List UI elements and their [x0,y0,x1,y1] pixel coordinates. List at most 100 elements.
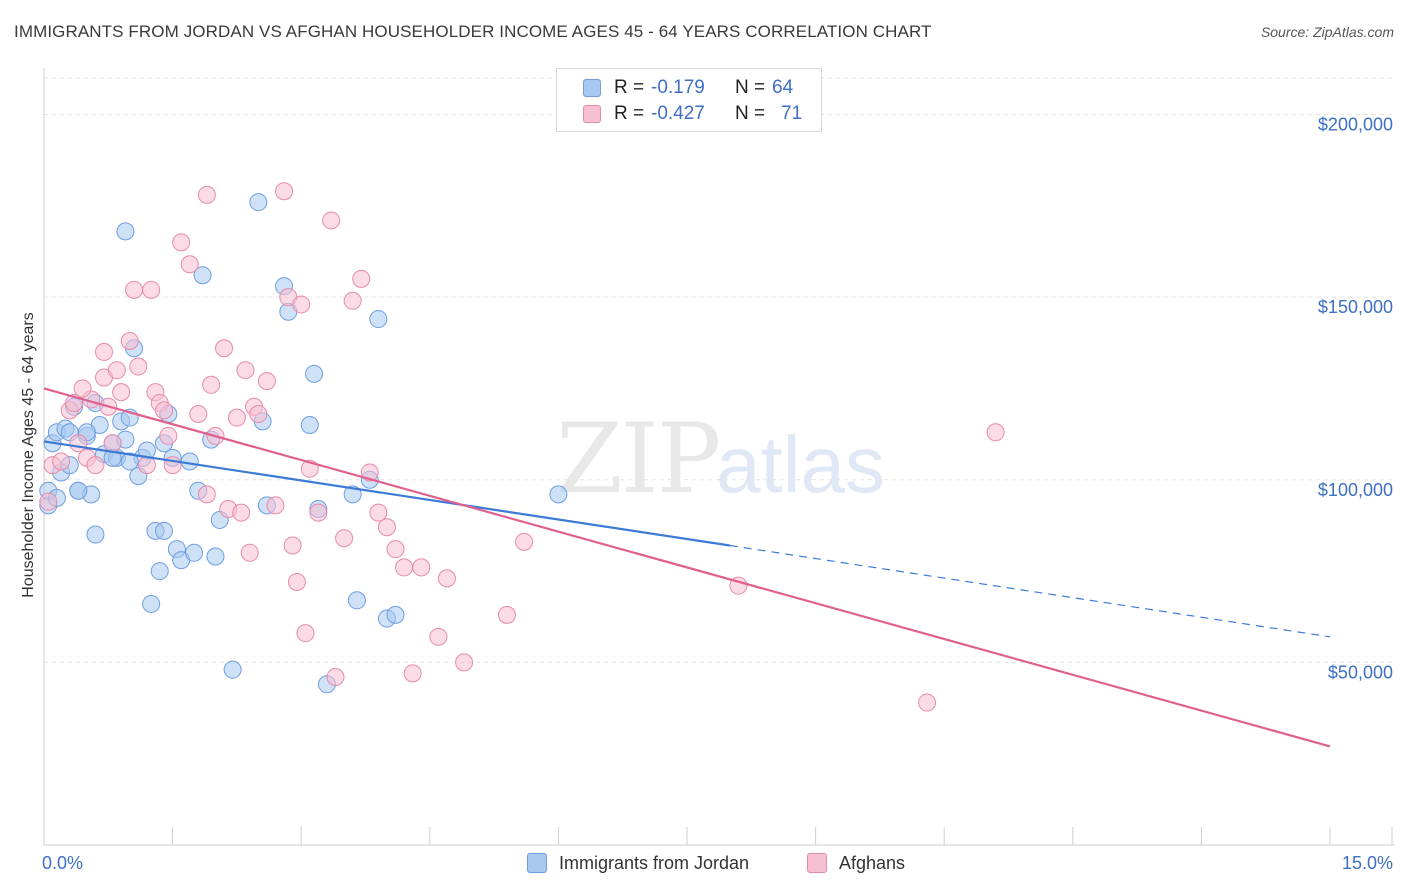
data-point-afghan [159,426,178,445]
watermark-atlas: atlas [716,420,885,509]
x-tick-label: 0.0% [42,853,83,873]
data-point-afghan [240,543,259,562]
data-point-jordan [120,452,139,471]
data-point-afghan [129,357,148,376]
data-point-afghan [497,605,516,624]
tick-labels: $50,000 $100,000 $150,000 $200,000 0.0% 15.0% [42,115,1393,873]
data-point-afghan [292,295,311,314]
data-point-jordan [193,266,212,285]
stats-n-label: N = [735,77,766,98]
y-tick-label: $200,000 [1318,115,1393,135]
x-tick-label: 15.0% [1342,853,1393,873]
data-point-afghan [215,339,234,358]
data-point-jordan [300,415,319,434]
data-point-afghan [287,573,306,592]
data-point-afghan [180,255,199,274]
data-point-afghan [227,408,246,427]
data-point-afghan [309,503,328,522]
watermark: ZIP atlas [556,403,885,515]
data-point-jordan [223,660,242,679]
stats-r-label: R = [614,103,645,124]
data-point-afghan [326,667,345,686]
axes [43,68,1395,846]
legend-label-jordan: Immigrants from Jordan [559,853,750,873]
stats-swatch-jordan [583,79,601,97]
data-point-afghan [120,331,139,350]
data-point-afghan [189,405,208,424]
data-point-afghan [202,375,221,394]
data-point-afghan [986,423,1005,442]
data-point-jordan [249,193,268,212]
stats-n-label: N = [735,103,766,124]
legend-swatch-jordan [527,853,547,873]
y-axis-title: Householder Income Ages 45 - 64 years [20,312,37,598]
stats-swatch-afghan [583,105,601,123]
data-point-afghan [412,558,431,577]
trend-lines [43,387,1331,748]
data-point-afghan [515,532,534,551]
data-point-afghan [142,280,161,299]
data-point-afghan [296,624,315,643]
data-point-afghan [112,383,131,402]
data-point-jordan [116,222,135,241]
legend-label-afghan: Afghans [839,853,906,873]
data-point-afghan [249,405,268,424]
data-point-afghan [918,693,937,712]
data-point-afghan [86,456,105,475]
data-point-afghan [429,627,448,646]
data-point-afghan [172,233,191,252]
stats-n-value: 71 [781,103,803,124]
data-point-afghan [322,211,341,230]
data-point-afghan [197,185,216,204]
data-point-afghan [73,379,92,398]
data-point-afghan [197,485,216,504]
data-point-afghan [360,463,379,482]
stats-r-value: -0.179 [651,77,705,98]
data-point-afghan [437,569,456,588]
data-point-jordan [150,562,169,581]
data-point-afghan [232,503,251,522]
data-point-afghan [236,361,255,380]
stats-r-value: -0.427 [651,103,705,124]
data-point-jordan [347,591,366,610]
data-point-afghan [343,291,362,310]
data-point-afghan [275,182,294,201]
stats-row-jordan: R = -0.179 N = 64 [557,75,821,101]
data-point-jordan [549,485,568,504]
watermark-zip: ZIP [556,403,719,515]
legend-swatch-afghan [807,853,827,873]
data-point-afghan [39,492,58,511]
chart-title: IMMIGRANTS FROM JORDAN VS AFGHAN HOUSEHO… [14,22,932,41]
data-point-afghan [95,342,114,361]
stats-row-afghan: R = -0.427 N = 71 [557,101,821,127]
trend-line-afghan [43,387,1331,748]
trend-line-extension-jordan [729,544,1331,638]
data-point-afghan [395,558,414,577]
data-point-afghan [103,434,122,453]
data-point-jordan [185,543,204,562]
data-point-jordan [343,485,362,504]
legend: Immigrants from Jordan Afghans [0,850,1406,878]
data-point-jordan [69,481,88,500]
stats-n-value: 64 [772,77,794,98]
data-point-afghan [283,536,302,555]
data-point-jordan [386,605,405,624]
data-point-jordan [206,547,225,566]
data-point-jordan [142,594,161,613]
data-point-afghan [266,496,285,515]
data-point-afghan [455,653,474,672]
data-point-jordan [305,364,324,383]
data-point-afghan [69,434,88,453]
data-point-afghan [137,456,156,475]
series-afghan-points [39,182,1005,712]
data-point-afghan [257,372,276,391]
data-point-afghan [352,269,371,288]
data-point-afghan [52,452,71,471]
data-point-jordan [86,525,105,544]
data-point-jordan [155,521,174,540]
data-point-afghan [403,664,422,683]
y-tick-label: $50,000 [1328,662,1393,682]
data-point-afghan [107,361,126,380]
y-tick-label: $150,000 [1318,297,1393,317]
